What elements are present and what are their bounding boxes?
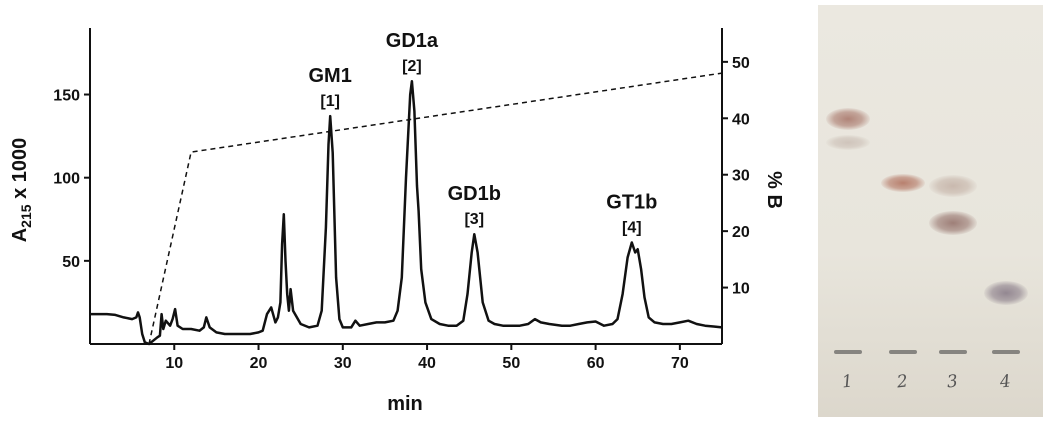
tlc-origin-mark <box>889 350 917 354</box>
y-tick-label: 100 <box>53 171 80 188</box>
tlc-spot <box>826 107 870 130</box>
tlc-plate-photo: 1 2 3 4 <box>818 5 1043 417</box>
x-tick-label: 50 <box>502 355 520 372</box>
tlc-spot <box>826 134 870 150</box>
y2-axis-title: % B <box>763 171 785 209</box>
chart-axes: 10 20 30 40 50 60 70 50 100 150 10 20 30 40 50 <box>53 28 750 372</box>
peak-label-gd1a: GD1a <box>386 30 439 52</box>
y2-tick-label: 50 <box>732 55 750 72</box>
tlc-lane-label: 3 <box>945 371 959 393</box>
gradient-percent-b-line <box>148 72 723 345</box>
x-tick-label: 70 <box>671 355 689 372</box>
tlc-spot <box>984 281 1028 306</box>
x-tick-label: 30 <box>334 355 352 372</box>
y2-tick-label: 20 <box>732 224 750 241</box>
y2-tick-label: 10 <box>732 281 750 298</box>
peak-number-gm1: [1] <box>320 93 340 110</box>
tlc-spot <box>929 210 977 235</box>
y-tick-label: 50 <box>62 254 80 271</box>
x-tick-label: 10 <box>165 355 183 372</box>
tlc-origin-mark <box>834 350 862 354</box>
plot-area: GM1 [1] GD1a [2] GD1b [3] GT1b [4] <box>90 30 723 346</box>
tlc-lane-label: 4 <box>998 371 1012 393</box>
y-axis-title-tail: x 1000 <box>9 138 31 205</box>
tlc-origin-mark <box>939 350 967 354</box>
peak-label-gd1b: GD1b <box>448 183 501 205</box>
absorbance-trace-line <box>90 79 723 346</box>
x-tick-label: 60 <box>587 355 605 372</box>
tlc-spot <box>881 173 925 192</box>
peak-number-gd1a: [2] <box>402 58 422 75</box>
x-tick-label: 20 <box>250 355 268 372</box>
y2-tick-label: 30 <box>732 168 750 185</box>
y-axis-title-subscript: 215 <box>18 204 34 228</box>
y-tick-label: 150 <box>53 88 80 105</box>
tlc-origin-mark <box>992 350 1020 354</box>
peak-number-gt1b: [4] <box>622 220 642 237</box>
y-axis-title: A215 x 1000 <box>9 138 34 243</box>
x-axis-title: min <box>387 393 423 415</box>
tlc-spot <box>929 174 977 197</box>
x-tick-label: 40 <box>418 355 436 372</box>
peak-number-gd1b: [3] <box>464 211 484 228</box>
tlc-lane-label: 2 <box>895 371 909 393</box>
peak-label-gt1b: GT1b <box>606 192 657 214</box>
peak-label-gm1: GM1 <box>308 65 351 87</box>
y-axis-title-main: A <box>9 228 31 242</box>
y2-tick-label: 40 <box>732 111 750 128</box>
tlc-lane-label: 1 <box>840 371 854 393</box>
